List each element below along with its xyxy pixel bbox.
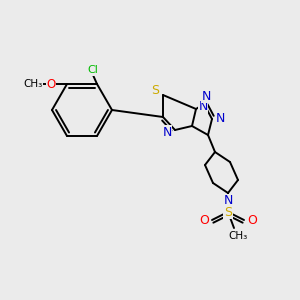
Text: N: N [198, 100, 208, 113]
Text: S: S [151, 85, 159, 98]
Text: O: O [46, 77, 56, 91]
Text: S: S [224, 206, 232, 218]
Text: O: O [199, 214, 209, 226]
Text: O: O [247, 214, 257, 226]
Text: N: N [215, 112, 225, 125]
Text: N: N [201, 89, 211, 103]
Text: Cl: Cl [88, 65, 98, 75]
Text: CH₃: CH₃ [228, 231, 248, 241]
Text: CH₃: CH₃ [23, 79, 43, 89]
Text: N: N [223, 194, 233, 208]
Text: N: N [162, 125, 172, 139]
